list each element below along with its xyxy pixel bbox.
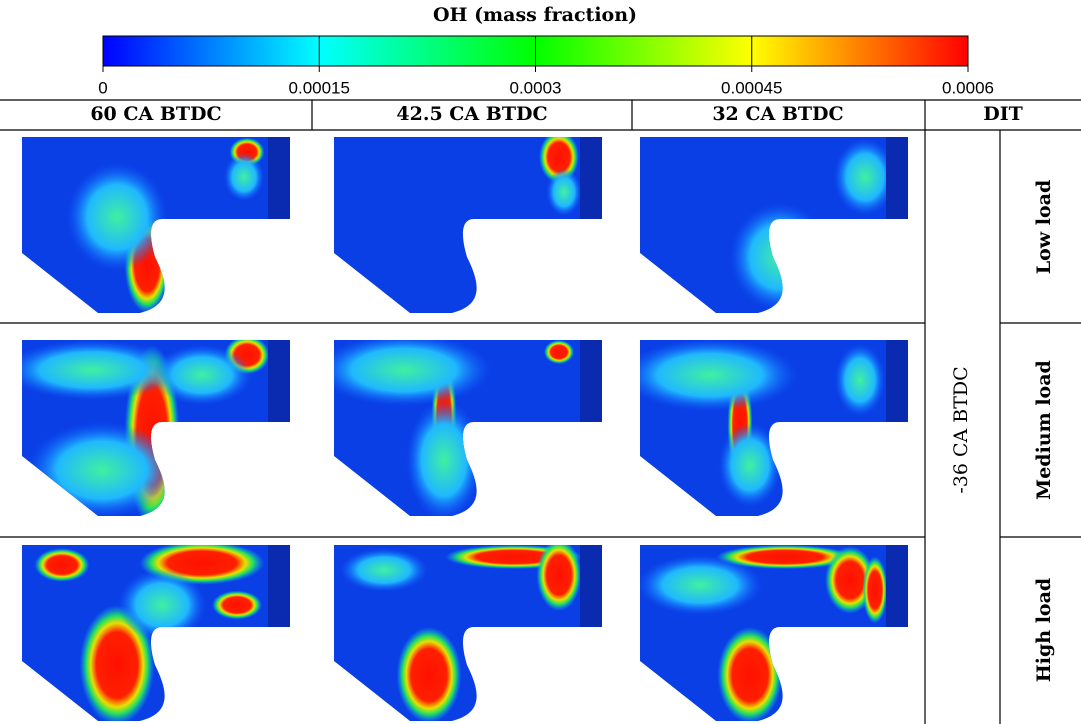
- oh-region: [212, 591, 262, 620]
- figure: OH (mass fraction) 60 CA BTDC 42.5 CA BT…: [0, 0, 1081, 724]
- oh-region: [35, 548, 90, 582]
- oh-region: [719, 423, 782, 507]
- liner: [580, 137, 602, 219]
- snapshot: [22, 541, 290, 724]
- oh-region: [317, 334, 492, 406]
- liner: [268, 340, 290, 422]
- snapshot: [640, 137, 908, 313]
- column-header: 32 CA BTDC: [712, 103, 843, 125]
- oh-region: [547, 168, 582, 216]
- liner: [886, 137, 908, 219]
- liner: [580, 340, 602, 422]
- column-header: 42.5 CA BTDC: [396, 103, 547, 125]
- oh-region: [397, 627, 462, 723]
- oh-region: [118, 569, 206, 641]
- oh-region: [537, 539, 582, 611]
- oh-region: [638, 555, 763, 615]
- snapshot: [334, 131, 602, 313]
- colorbar-tick-label: 0.0006: [942, 78, 994, 97]
- row-label: Medium load: [1033, 360, 1055, 500]
- snapshot: [5, 336, 291, 525]
- oh-region: [718, 627, 783, 723]
- oh-region: [340, 548, 428, 591]
- oh-region: [67, 163, 167, 271]
- snapshot: [623, 339, 909, 516]
- liner: [886, 545, 908, 627]
- snapshot: [638, 545, 909, 723]
- liner: [268, 545, 290, 627]
- oh-region: [544, 340, 574, 364]
- oh-region: [152, 345, 252, 405]
- liner: [580, 545, 602, 627]
- oh-region: [730, 203, 830, 311]
- colorbar-tick-label: 0.0003: [510, 78, 562, 97]
- snapshot: [317, 334, 603, 520]
- colorbar-tick-label: 0: [98, 78, 107, 97]
- snapshot: [22, 137, 290, 313]
- liner: [886, 340, 908, 422]
- oh-region: [27, 422, 177, 518]
- oh-region: [623, 339, 798, 411]
- colorbar-tick-label: 0.00045: [721, 78, 782, 97]
- liner: [268, 137, 290, 219]
- row-label: Low load: [1033, 180, 1055, 275]
- column-header: 60 CA BTDC: [90, 103, 221, 125]
- row-label: High load: [1033, 578, 1055, 682]
- snapshot: [334, 539, 602, 723]
- oh-region: [863, 556, 888, 623]
- colorbar-tick-label: 0.00015: [289, 78, 350, 97]
- oh-region: [407, 400, 482, 520]
- colorbar-title: OH (mass fraction): [433, 4, 637, 26]
- column-header: DIT: [983, 103, 1023, 125]
- oh-region: [224, 153, 264, 201]
- dit-value: -36 CA BTDC: [950, 366, 972, 493]
- oh-region: [835, 344, 885, 416]
